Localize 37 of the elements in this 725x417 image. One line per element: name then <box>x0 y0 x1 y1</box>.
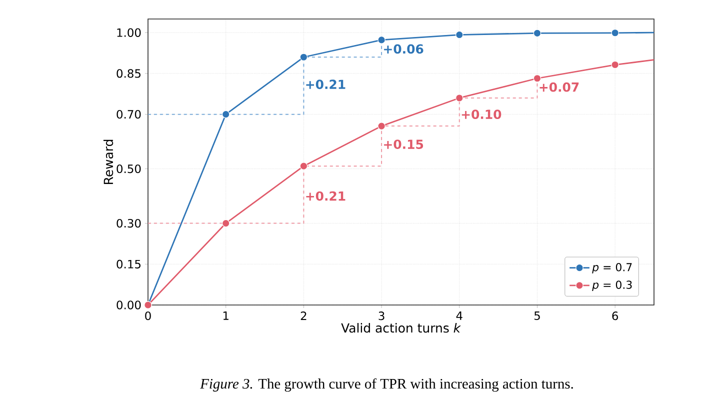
y-axis-title: Reward <box>103 140 114 184</box>
point <box>222 110 230 118</box>
y-tick-label: 0.30 <box>116 218 141 228</box>
x-axis-title: Valid action turns k <box>341 323 461 333</box>
point <box>456 30 464 39</box>
point <box>378 36 386 44</box>
x-tick-label: 1 <box>223 312 228 320</box>
point <box>611 29 619 37</box>
legend-label: p = 0.7 <box>592 263 632 274</box>
annotation: +0.10 <box>462 110 502 120</box>
point <box>222 219 230 228</box>
x-tick-label: 4 <box>456 312 462 320</box>
point <box>300 53 308 62</box>
x-tick-label: 6 <box>612 312 618 320</box>
annotation: +0.21 <box>306 80 346 90</box>
legend-label: p = 0.3 <box>592 280 632 292</box>
text: Figure 3. The growth curve of TPR with increasing action turns. <box>200 378 573 392</box>
y-tick-label: 0.70 <box>116 110 141 119</box>
point <box>533 29 542 38</box>
point <box>378 122 386 130</box>
point <box>456 94 464 102</box>
point <box>611 60 619 69</box>
annotation: +0.21 <box>306 191 346 201</box>
x-tick-label: 2 <box>300 312 306 320</box>
y-tick-label: 0.85 <box>116 69 140 78</box>
annotation: +0.15 <box>384 140 424 149</box>
x-tick-label: 5 <box>534 312 540 320</box>
annotation: +0.07 <box>540 82 579 92</box>
point <box>300 162 308 170</box>
y-tick-label: 0.00 <box>116 300 141 310</box>
annotation: +0.06 <box>384 44 424 54</box>
y-tick-label: 0.15 <box>116 260 140 268</box>
x-tick-label: 0 <box>145 312 151 320</box>
point <box>533 74 542 82</box>
x-tick-label: 3 <box>378 312 384 320</box>
y-tick-label: 1.00 <box>117 28 141 37</box>
y-tick-label: 0.50 <box>116 164 141 174</box>
